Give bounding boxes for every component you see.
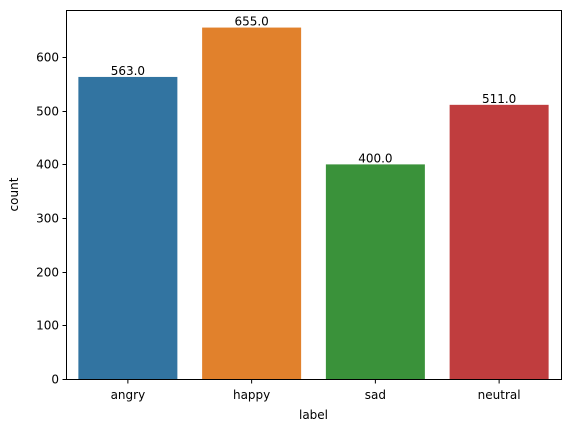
y-tick-label-0: 0 (51, 373, 59, 387)
y-tick-label-400: 400 (36, 158, 59, 172)
bar-neutral (449, 104, 549, 379)
data-label-sad: 400.0 (358, 151, 392, 165)
x-tick-label-happy: happy (233, 388, 270, 402)
y-axis: 0 100 200 300 400 500 600 (36, 51, 67, 387)
data-labels-group: 563.0 655.0 400.0 511.0 (111, 15, 517, 166)
x-tick-label-neutral: neutral (478, 388, 521, 402)
y-tick-label-100: 100 (36, 319, 59, 333)
data-label-neutral: 511.0 (482, 92, 516, 106)
bar-sad (325, 164, 425, 379)
bar-angry (78, 76, 178, 380)
x-tick-label-sad: sad (365, 388, 386, 402)
x-axis: angry happy sad neutral (111, 379, 521, 402)
bar-happy (202, 27, 302, 379)
data-label-angry: 563.0 (111, 64, 145, 78)
data-label-happy: 655.0 (234, 15, 268, 29)
y-tick-label-500: 500 (36, 105, 59, 119)
x-tick-label-angry: angry (111, 388, 146, 402)
y-tick-label-200: 200 (36, 266, 59, 280)
y-tick-label-300: 300 (36, 212, 59, 226)
bars-group (78, 27, 549, 380)
x-axis-title: label (299, 408, 328, 422)
y-tick-label-600: 600 (36, 51, 59, 65)
y-axis-title: count (7, 177, 21, 211)
plot-frame (66, 10, 562, 380)
